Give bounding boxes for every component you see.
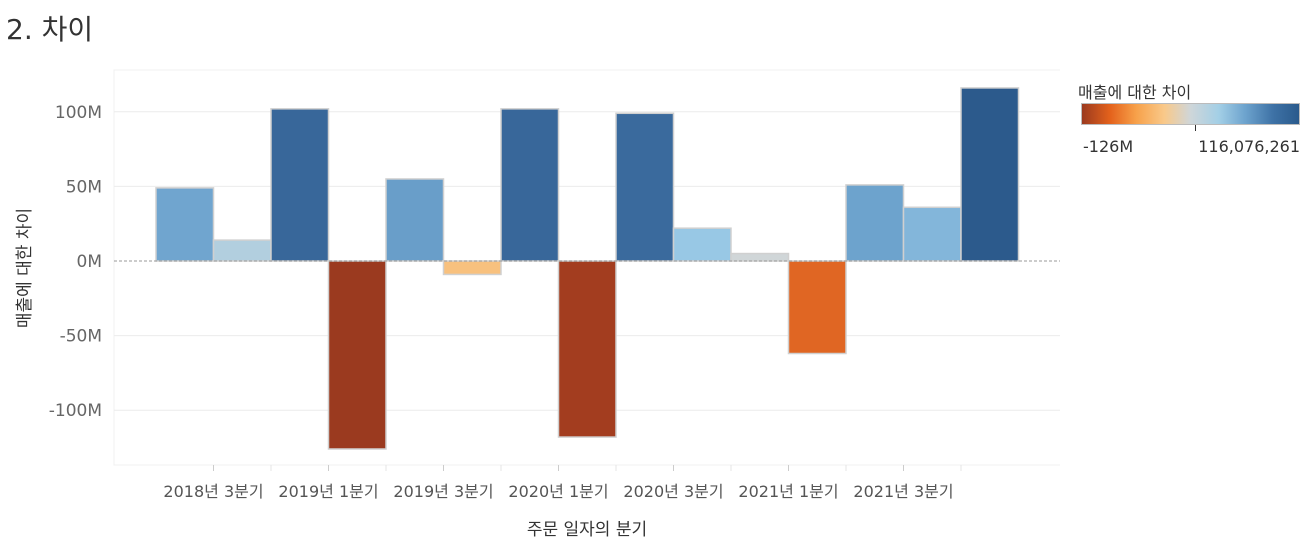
x-axis-ticks: 2018년 3분기 2019년 1분기 2019년 3분기 2020년 1분기 2020… [163, 465, 962, 501]
x-tick-label: 2019년 1분기 [278, 482, 378, 501]
x-tick-label: 2021년 3분기 [853, 482, 953, 501]
legend-color-ramp [1081, 103, 1300, 125]
bar-2019-q3[interactable] [442, 260, 502, 276]
x-tick-label: 2021년 1분기 [738, 482, 838, 501]
bars-group [155, 87, 1020, 450]
bar-2018-q4[interactable] [270, 108, 330, 262]
bar-2020-q2[interactable] [615, 112, 675, 262]
bar-2020-q4[interactable] [730, 252, 790, 262]
y-tick-label: 100M [55, 103, 102, 123]
x-axis-label: 주문 일자의 분기 [527, 520, 647, 540]
y-tick-label: -50M [60, 327, 102, 347]
bar-2021-q3[interactable] [902, 206, 962, 262]
legend-title: 매출에 대한 차이 [1078, 83, 1192, 102]
y-tick-label: 50M [66, 177, 102, 197]
bar-2021-q1[interactable] [787, 260, 847, 355]
bar-2021-q4[interactable] [960, 87, 1020, 262]
bar-2020-q3[interactable] [672, 227, 732, 262]
legend-zero-tick [1195, 125, 1196, 131]
bar-2019-q1[interactable] [327, 260, 387, 450]
plot-frame [113, 69, 1060, 466]
bar-2019-q2[interactable] [385, 178, 445, 262]
x-tick-label: 2019년 3분기 [393, 482, 493, 501]
chart-title: 2. 차이 [6, 13, 94, 46]
legend-min-label: -126M [1083, 137, 1134, 156]
bar-2021-q2[interactable] [845, 184, 905, 262]
y-axis-ticks: 100M 50M 0M -50M -100M [49, 103, 102, 421]
y-tick-label: 0M [77, 252, 102, 272]
x-tick-label: 2020년 1분기 [508, 482, 608, 501]
legend-max-label: 116,076,261 [1198, 137, 1300, 156]
x-tick-label: 2018년 3분기 [163, 482, 263, 501]
x-tick-label: 2020년 3분기 [623, 482, 723, 501]
bar-2019-q4[interactable] [500, 108, 560, 262]
y-axis-label: 매출에 대한 차이 [15, 208, 35, 328]
bar-2018-q3[interactable] [212, 239, 272, 262]
bar-2018-q2[interactable] [155, 187, 215, 262]
y-tick-label: -100M [49, 401, 102, 421]
bar-2020-q1[interactable] [557, 260, 617, 438]
